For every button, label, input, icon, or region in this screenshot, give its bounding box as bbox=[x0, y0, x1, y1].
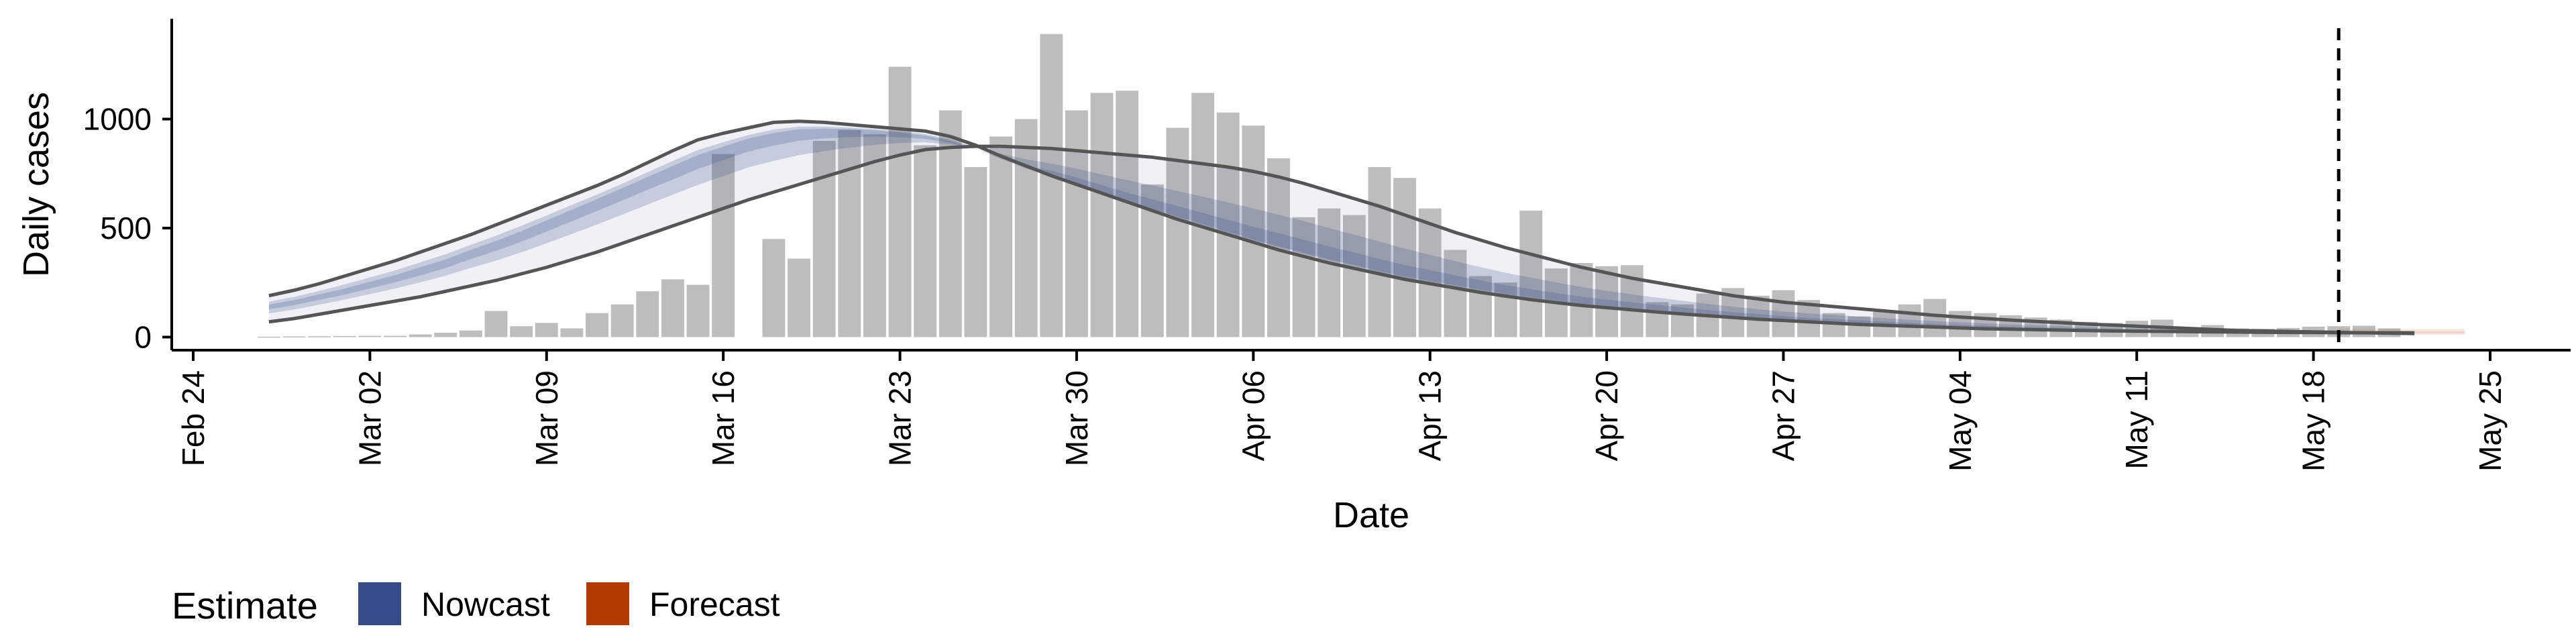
legend-swatch-forecast bbox=[586, 582, 629, 625]
case-bar bbox=[1065, 110, 1088, 337]
nowcast-upper-line bbox=[268, 119, 2415, 335]
legend: Estimate Nowcast Forecast bbox=[172, 582, 780, 627]
y-tick-label: 1000 bbox=[83, 102, 152, 137]
case-bar bbox=[1570, 263, 1593, 337]
case-bar bbox=[308, 336, 331, 337]
case-bar bbox=[434, 333, 458, 337]
case-bar bbox=[1393, 178, 1416, 337]
x-tick-label: Apr 13 bbox=[1413, 370, 1448, 462]
case-bar bbox=[510, 326, 533, 337]
legend-label-forecast: Forecast bbox=[649, 586, 780, 623]
legend-swatch-nowcast bbox=[358, 582, 401, 625]
x-tick-label: Apr 06 bbox=[1236, 370, 1271, 462]
case-bar bbox=[459, 330, 482, 337]
legend-label-nowcast: Nowcast bbox=[421, 586, 550, 623]
case-bar bbox=[1040, 34, 1063, 337]
case-bar bbox=[1242, 125, 1265, 337]
x-tick-label: May 18 bbox=[2296, 370, 2331, 472]
case-bar bbox=[535, 323, 558, 337]
case-bar bbox=[1595, 266, 1619, 337]
x-axis-title: Date bbox=[1333, 495, 1409, 535]
x-axis-ticks: Feb 24 Mar 02 Mar 09 Mar 16 Mar 23 Mar 30 Apr … bbox=[176, 350, 2508, 472]
x-tick-label: Apr 20 bbox=[1589, 370, 1624, 462]
case-bar bbox=[863, 134, 886, 337]
case-bar bbox=[2125, 321, 2149, 337]
case-bar bbox=[1191, 93, 1214, 337]
case-bar bbox=[1898, 304, 1921, 337]
x-tick-label: Mar 09 bbox=[529, 370, 564, 466]
y-axis-title: Daily cases bbox=[16, 92, 56, 277]
case-bar bbox=[610, 304, 634, 337]
case-bar bbox=[1671, 304, 1694, 337]
case-bar bbox=[989, 136, 1012, 337]
case-bar bbox=[1772, 290, 1795, 337]
case-bar bbox=[888, 66, 912, 337]
nowcast-lower-line bbox=[268, 144, 2415, 335]
case-bar bbox=[1923, 299, 1947, 337]
case-bar bbox=[1090, 93, 1114, 337]
y-tick-label: 0 bbox=[134, 320, 152, 355]
x-tick-label: Apr 27 bbox=[1766, 370, 1801, 462]
case-bar bbox=[1368, 167, 1391, 337]
nowcast-band-outer bbox=[268, 121, 2415, 334]
case-bar bbox=[686, 284, 710, 337]
x-tick-label: Mar 23 bbox=[883, 370, 918, 466]
lines-layer bbox=[268, 119, 2415, 335]
case-bar bbox=[788, 258, 810, 337]
case-bar bbox=[384, 335, 407, 337]
case-bar bbox=[409, 334, 432, 337]
legend-title: Estimate bbox=[172, 584, 318, 627]
x-tick-label: Mar 16 bbox=[706, 370, 741, 466]
case-bar bbox=[484, 311, 508, 337]
case-bar bbox=[1469, 276, 1492, 337]
case-bar bbox=[586, 313, 608, 337]
case-bar bbox=[1847, 316, 1871, 337]
case-bar bbox=[1318, 208, 1341, 337]
case-bar bbox=[1216, 112, 1240, 337]
case-bar bbox=[762, 239, 786, 337]
case-bar bbox=[1519, 211, 1543, 337]
case-bar bbox=[1014, 119, 1038, 337]
case-bar bbox=[712, 154, 735, 337]
case-bar bbox=[1342, 215, 1366, 337]
bars-layer bbox=[257, 34, 2401, 338]
x-tick-label: May 04 bbox=[1943, 370, 1978, 472]
case-bar bbox=[333, 335, 356, 337]
case-bar bbox=[282, 336, 306, 338]
case-bar bbox=[1746, 295, 1770, 337]
case-bar bbox=[914, 145, 937, 337]
case-bar bbox=[1418, 208, 1442, 337]
case-bar bbox=[1646, 302, 1669, 337]
y-tick-label: 500 bbox=[100, 211, 152, 246]
case-bar bbox=[838, 129, 861, 337]
case-bar bbox=[1292, 217, 1316, 337]
case-bar bbox=[964, 167, 987, 337]
case-bar bbox=[661, 279, 684, 337]
x-tick-label: Feb 24 bbox=[176, 370, 211, 466]
x-tick-label: Mar 30 bbox=[1059, 370, 1094, 466]
y-axis-ticks: 0 500 1000 bbox=[83, 102, 172, 355]
case-bar bbox=[560, 328, 584, 337]
x-tick-label: May 11 bbox=[2119, 370, 2154, 469]
x-tick-label: Mar 02 bbox=[352, 370, 387, 466]
case-bar bbox=[636, 291, 659, 337]
bands-layer bbox=[268, 121, 2465, 335]
case-bar bbox=[358, 335, 382, 337]
case-bar bbox=[1444, 250, 1467, 337]
x-tick-label: May 25 bbox=[2473, 370, 2508, 472]
case-bar bbox=[1116, 91, 1139, 337]
case-bar bbox=[257, 336, 280, 338]
case-bar bbox=[1494, 282, 1517, 337]
